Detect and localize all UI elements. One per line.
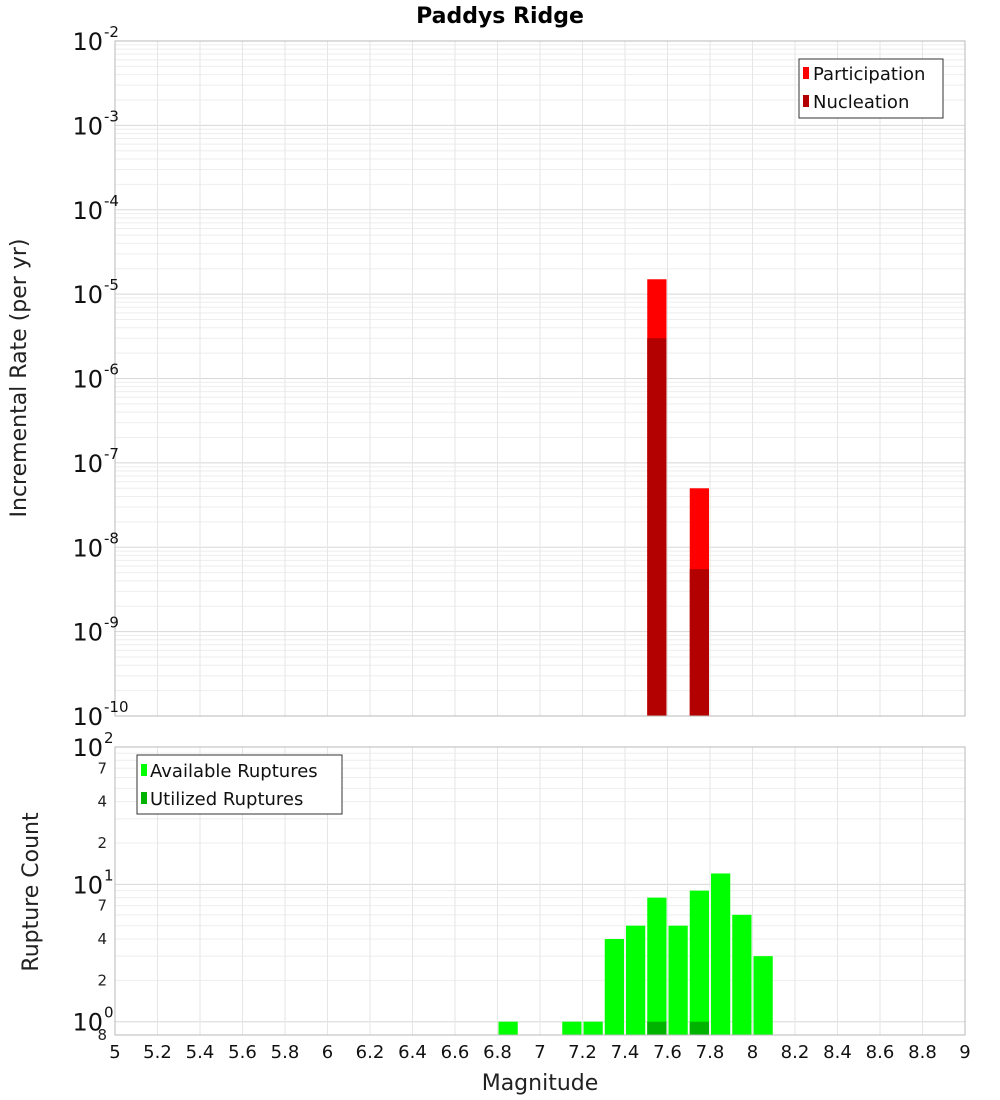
x-tick-label: 8 [747, 1042, 758, 1063]
rate-y-tick-exponent: -7 [104, 445, 119, 463]
rate-y-tick-label: 10 [72, 197, 103, 225]
count-y-tick-exponent: 0 [104, 1004, 114, 1022]
legend-swatch-participation [803, 67, 809, 79]
count-bar-available [498, 1021, 518, 1035]
rate-legend-box [798, 58, 944, 119]
x-tick-label: 5.6 [228, 1042, 257, 1063]
count-y-tick-label: 10 [72, 871, 103, 899]
x-tick-label: 8.2 [781, 1042, 810, 1063]
count-bar-available [626, 925, 646, 1035]
legend-label-available: Available Ruptures [150, 761, 318, 782]
count-legend: Available Ruptures Utilized Ruptures [136, 754, 343, 815]
rate-y-tick-label: 10 [72, 619, 103, 647]
count-y-tick-label: 10 [72, 1009, 103, 1037]
x-tick-label: 8.4 [823, 1042, 852, 1063]
x-tick-label: 6.8 [483, 1042, 512, 1063]
x-tick-label: 5 [109, 1042, 120, 1063]
count-legend-box [136, 754, 343, 815]
legend-swatch-nucleation [803, 95, 809, 107]
rate-panel: 10-210-310-410-510-610-710-810-910-10 In… [7, 23, 966, 731]
rate-bars [647, 279, 709, 716]
x-tick-label: 8.8 [908, 1042, 937, 1063]
rate-y-tick-exponent: -4 [104, 192, 119, 210]
rate-y-tick-exponent: -2 [104, 23, 119, 41]
legend-label-participation: Participation [813, 64, 925, 85]
x-tick-label: 7 [534, 1042, 545, 1063]
count-y-minor-tick-label: 2 [97, 834, 107, 852]
rate-y-tick-exponent: -8 [104, 529, 119, 547]
count-y-axis-label: Rupture Count [19, 812, 44, 972]
rate-y-tick-label: 10 [72, 366, 103, 394]
rate-bar-nucleation [647, 338, 667, 716]
legend-swatch-available [141, 764, 147, 776]
count-y-minor-tick-label: 8 [97, 1026, 107, 1044]
count-y-minor-tick-label: 7 [97, 759, 107, 777]
rate-y-tick-exponent: -10 [104, 698, 129, 716]
count-plot-frame [114, 746, 966, 1036]
count-bar-available [753, 956, 773, 1035]
rate-y-tick-exponent: -9 [104, 614, 119, 632]
count-y-minor-tick-label: 7 [97, 897, 107, 915]
x-tick-label: 7.8 [696, 1042, 725, 1063]
x-tick-label: 7.2 [568, 1042, 597, 1063]
count-bar-available [711, 873, 731, 1035]
rate-y-tick-label: 10 [72, 534, 103, 562]
count-bar-available [732, 914, 752, 1035]
x-tick-label: 7.6 [653, 1042, 682, 1063]
rate-y-axis-label: Incremental Rate (per yr) [7, 239, 32, 518]
rate-legend: Participation Nucleation [798, 58, 944, 119]
rate-bar-nucleation [689, 569, 709, 716]
rate-y-tick-label: 10 [72, 281, 103, 309]
rate-y-tick-exponent: -6 [104, 361, 119, 379]
count-bar-available [604, 939, 624, 1035]
x-tick-label: 6 [322, 1042, 333, 1063]
chart-title: Paddys Ridge [416, 4, 584, 29]
x-tick-label: 8.6 [866, 1042, 895, 1063]
count-bar-utilized [689, 1021, 709, 1035]
rate-y-tick-exponent: -3 [104, 107, 119, 125]
x-tick-label: 6.4 [398, 1042, 427, 1063]
x-axis-label: Magnitude [482, 1071, 599, 1096]
count-x-ticks: 5 5.2 5.4 5.6 5.8 6 6.2 6.4 6.6 6.8 7 7.2 7.4 7.6 7.8 8… [109, 1042, 970, 1063]
rate-y-tick-label: 10 [72, 28, 103, 56]
count-bar-available [689, 890, 709, 1035]
x-tick-label: 5.4 [186, 1042, 215, 1063]
rate-plot-frame [114, 40, 966, 717]
x-tick-label: 6.6 [441, 1042, 470, 1063]
legend-swatch-utilized [141, 792, 147, 804]
count-bar-available [647, 897, 667, 1035]
count-y-minor-tick-label: 4 [97, 793, 107, 811]
x-tick-label: 5.8 [271, 1042, 300, 1063]
count-y-tick-exponent: 2 [104, 729, 114, 747]
count-bar-available [562, 1021, 582, 1035]
x-tick-label: 9 [959, 1042, 970, 1063]
rate-y-tick-label: 10 [72, 703, 103, 731]
rate-y-tick-label: 10 [72, 450, 103, 478]
legend-label-utilized: Utilized Ruptures [150, 789, 303, 810]
count-y-minor-tick-label: 4 [97, 930, 107, 948]
x-tick-label: 6.2 [356, 1042, 385, 1063]
x-tick-label: 5.2 [143, 1042, 172, 1063]
count-y-tick-exponent: 1 [104, 866, 114, 884]
rate-y-tick-label: 10 [72, 112, 103, 140]
count-bars [498, 873, 773, 1035]
count-y-tick-label: 10 [72, 734, 103, 762]
count-bar-utilized [647, 1021, 667, 1035]
count-y-minor-tick-label: 2 [97, 971, 107, 989]
legend-label-nucleation: Nucleation [813, 92, 909, 113]
rate-y-ticks: 10-210-310-410-510-610-710-810-910-10 [72, 23, 128, 731]
x-tick-label: 7.4 [611, 1042, 640, 1063]
count-bar-available [668, 925, 688, 1035]
count-bar-available [583, 1021, 603, 1035]
rate-y-tick-exponent: -5 [104, 276, 119, 294]
rate-grid [114, 41, 966, 717]
